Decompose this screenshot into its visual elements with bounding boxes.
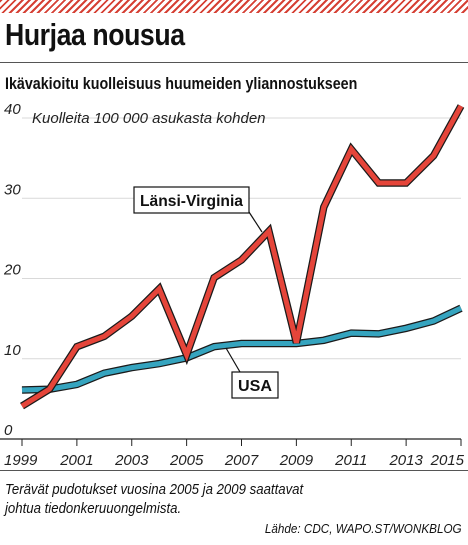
west-virginia-line (20, 104, 464, 409)
series-lines (20, 104, 465, 410)
west-virginia-line-outline (20, 104, 465, 410)
x-tick-label: 2009 (279, 452, 314, 469)
x-tick-label: 2013 (388, 452, 423, 469)
source-credit: Lähde: CDC, WAPO.ST/WONKBLOG (265, 521, 462, 536)
y-tick-label: 40 (4, 101, 21, 118)
west-virginia-label-box (133, 186, 250, 214)
chart-title: Hurjaa nousua (5, 17, 185, 52)
y-axis-tick-labels: 0 10 20 30 40 (3, 101, 21, 439)
y-tick-label: 10 (4, 342, 21, 359)
west-virginia-leader-line (248, 211, 263, 233)
usa-leader-line (225, 347, 241, 373)
header-hatch-stripe (0, 0, 468, 13)
usa-label-box (231, 371, 279, 399)
y-axis-unit-label: Kuolleita 100 000 asukasta kohden (32, 110, 266, 127)
series-labels: Länsi-Virginia USA (133, 186, 279, 399)
usa-label: USA (238, 378, 272, 395)
chart-subtitle: Ikävakioitu kuolleisuus huumeiden yliann… (5, 74, 358, 93)
x-tick-label: 1999 (4, 452, 38, 469)
footnote-divider (0, 470, 468, 471)
x-tick-label: 2007 (224, 452, 259, 469)
x-tick-label: 2015 (430, 452, 465, 469)
x-tick-label: 2005 (169, 452, 204, 469)
x-axis-tick-labels: 1999 2001 2003 2005 2007 2009 2011 2013 2015 (4, 439, 465, 469)
x-tick-label: 2003 (114, 452, 149, 469)
x-tick-label: 2001 (59, 452, 93, 469)
west-virginia-label: Länsi-Virginia (140, 193, 243, 210)
y-tick-label: 30 (4, 181, 21, 198)
title-divider (0, 62, 468, 63)
y-tick-label: 20 (3, 262, 21, 279)
line-chart: 0 10 20 30 40 1999 2001 2003 2005 2007 2009 2011 20… (0, 101, 465, 469)
y-tick-label: 0 (4, 422, 13, 439)
footnote: Terävät pudotukset vuosina 2005 ja 2009 … (5, 481, 304, 517)
x-tick-label: 2011 (334, 452, 367, 469)
gridlines (0, 117, 461, 440)
